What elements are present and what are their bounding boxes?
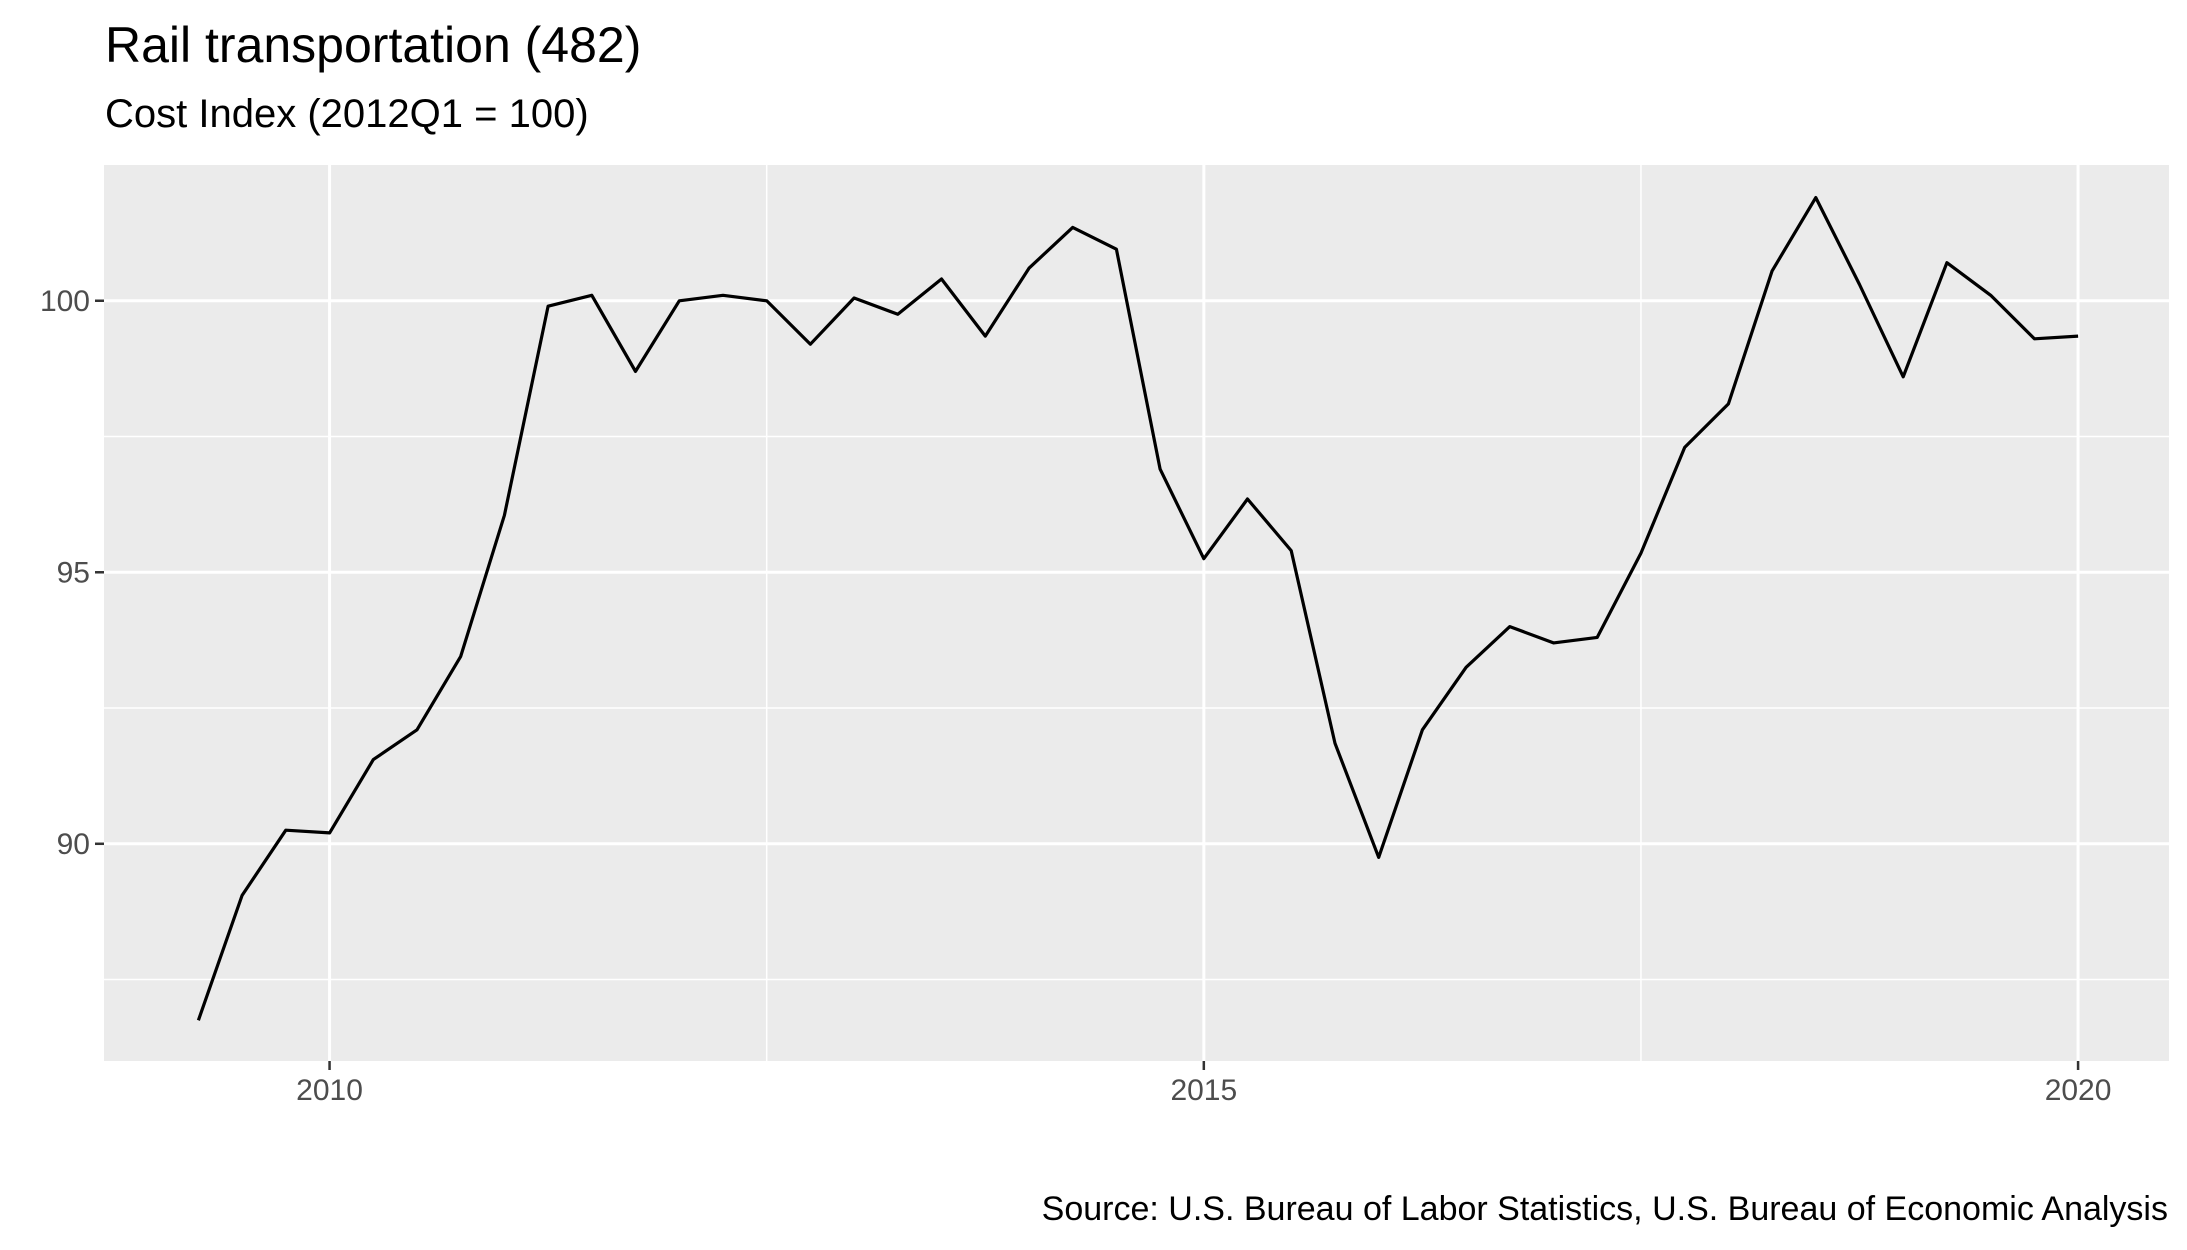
y-tick-label: 100 — [40, 285, 90, 318]
major-gridlines — [104, 165, 2169, 1061]
series-line — [196, 196, 2079, 1021]
plot-panel — [104, 165, 2169, 1061]
source-caption: Source: U.S. Bureau of Labor Statistics,… — [1041, 1190, 2168, 1228]
series-layer — [196, 196, 2079, 1021]
y-tick-label: 90 — [57, 828, 90, 861]
minor-gridlines — [104, 165, 2169, 1061]
x-tick-label: 2020 — [2045, 1074, 2112, 1107]
chart-title: Rail transportation (482) — [105, 17, 642, 73]
axis-tick-labels: 2010 2015 2020 90 95 100 — [40, 285, 2112, 1107]
x-tick-label: 2015 — [1170, 1074, 1237, 1107]
x-tick-label: 2010 — [296, 1074, 363, 1107]
y-tick-label: 95 — [57, 556, 90, 589]
axis-ticks — [95, 299, 2080, 1070]
chart-subtitle: Cost Index (2012Q1 = 100) — [105, 92, 589, 136]
